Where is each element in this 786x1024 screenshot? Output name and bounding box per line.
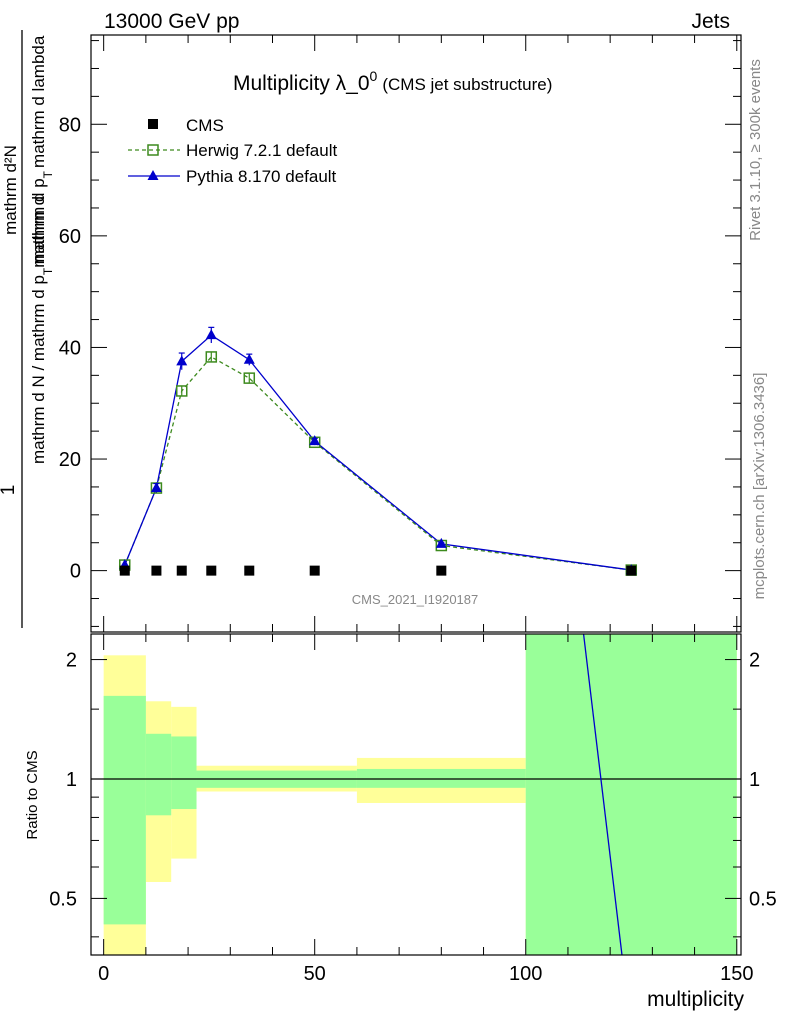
ratio-xtick-label: 0 xyxy=(98,963,109,985)
ratio-pythia-line xyxy=(582,633,623,956)
rivet-label: Rivet 3.1.10, ≥ 300k events xyxy=(747,59,764,241)
legend-pythia-marker xyxy=(147,170,159,180)
cms-point xyxy=(119,565,130,576)
ratio-xtick-label: 150 xyxy=(720,963,753,985)
mcplots-label: mcplots.cern.ch [arXiv:1306.3436] xyxy=(751,373,768,600)
herwig-point xyxy=(175,385,188,397)
pythia-series-line xyxy=(124,334,632,571)
legend-cms-marker xyxy=(148,119,158,129)
main-ytick-label: 0 xyxy=(70,561,81,583)
main-ytick-label: 80 xyxy=(59,114,81,136)
xlabel: multiplicity xyxy=(647,988,744,1011)
chart-title: Multiplicity λ_00 (CMS jet substructure) xyxy=(233,68,552,95)
ratio-panel: 0.5 0.5 1 1 2 2 0 50 100 150 Ratio to CMS multipl… xyxy=(24,633,777,1011)
ratio-band-green xyxy=(525,634,737,955)
ratio-frame xyxy=(90,633,742,956)
ratio-ytick-label-left: 1 xyxy=(66,769,77,791)
main-ylabel: 1 mathrm d N / mathrm d pTmathrm d mathr… xyxy=(0,30,55,628)
ylabel-denominator: mathrm d N / mathrm d pTmathrm d xyxy=(29,196,55,464)
ratio-band-green xyxy=(103,695,146,925)
legend-pythia-label: Pythia 8.170 default xyxy=(186,167,337,186)
pythia-point xyxy=(176,355,188,366)
cms-point xyxy=(206,565,217,576)
cms-point xyxy=(309,565,320,576)
main-panel: 0 20 40 60 80 Multiplicity λ_00 (CMS jet subs… xyxy=(0,30,742,633)
herwig-series-line xyxy=(124,356,632,571)
cms-point xyxy=(436,565,447,576)
herwig-point xyxy=(205,351,218,363)
ylabel-one: 1 xyxy=(0,485,19,496)
ylabel-numerator: mathrm d²N xyxy=(1,145,20,235)
ratio-ytick-label-left: 0.5 xyxy=(49,888,77,910)
legend-herwig-label: Herwig 7.2.1 default xyxy=(186,141,337,160)
energy-label: 13000 GeV pp xyxy=(104,10,239,33)
ratio-xtick-label: 50 xyxy=(304,963,326,985)
legend: CMS Herwig 7.2.1 default Pythia 8.170 de… xyxy=(128,116,337,186)
cms-point xyxy=(176,565,187,576)
ratio-band-green xyxy=(356,768,526,788)
pythia-point xyxy=(205,329,217,340)
analysis-id: CMS_2021_I1920187 xyxy=(352,592,479,607)
herwig-point xyxy=(243,372,256,384)
ratio-ytick-label-left: 2 xyxy=(66,650,77,672)
ratio-ytick-label-right: 1 xyxy=(749,769,760,791)
main-ytick-label: 40 xyxy=(59,337,81,359)
ratio-band-green xyxy=(145,733,172,816)
main-ytick-label: 60 xyxy=(59,226,81,248)
main-frame xyxy=(90,34,742,633)
ratio-ylabel: Ratio to CMS xyxy=(24,750,41,839)
pythia-point xyxy=(435,537,447,548)
cms-point xyxy=(151,565,162,576)
ratio-ytick-label-right: 2 xyxy=(749,650,760,672)
legend-cms-label: CMS xyxy=(186,116,224,135)
pythia-point xyxy=(150,482,162,493)
main-ytick-label: 20 xyxy=(59,449,81,471)
ratio-ytick-label-right: 0.5 xyxy=(749,888,777,910)
ylabel-d-lambda: mathrm d pTmathrm d lambda xyxy=(29,35,55,264)
pythia-point xyxy=(243,353,255,364)
pythia-point xyxy=(309,435,321,446)
cms-point xyxy=(626,565,637,576)
ratio-xtick-label: 100 xyxy=(509,963,542,985)
ratio-band-green xyxy=(171,736,197,810)
cms-point xyxy=(244,565,255,576)
legend-herwig-marker xyxy=(147,144,159,156)
category-label: Jets xyxy=(691,10,730,33)
